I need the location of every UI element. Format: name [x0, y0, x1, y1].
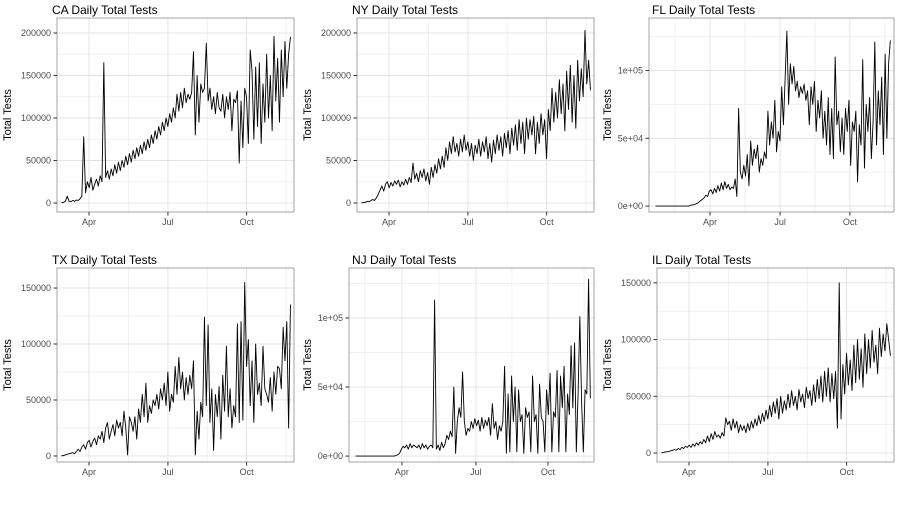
chart-ca-daily-total-tests: 0 50000 100000 150000 200000 Apr Jul Oct CA Dail…	[2, 3, 295, 227]
panel-border	[648, 17, 895, 213]
chart-cell-ny: 0 50000 100000 150000 200000 Apr Jul Oct NY Dail…	[300, 0, 600, 250]
panel-background	[357, 18, 594, 212]
y-tick-label: 5e+04	[618, 133, 643, 143]
series-line	[61, 35, 291, 204]
y-tick-label: 0	[46, 198, 51, 208]
chart-title: IL Daily Total Tests	[652, 253, 751, 267]
chart-cell-ca: 0 50000 100000 150000 200000 Apr Jul Oct CA Dail…	[0, 0, 300, 250]
series-line	[661, 282, 891, 454]
y-axis-label: Total Tests	[602, 89, 614, 141]
x-tick-label: Jul	[162, 217, 174, 227]
chart-cell-nj: 0e+00 5e+04 1e+05 Apr Jul Oct NJ Daily Total T…	[300, 250, 600, 500]
y-tick-label: 150000	[21, 70, 51, 80]
x-tick-label: Jul	[774, 217, 786, 227]
x-tick-label: Apr	[382, 217, 396, 227]
x-tick-label: Apr	[82, 467, 96, 477]
chart-nj-daily-total-tests: 0e+00 5e+04 1e+05 Apr Jul Oct NJ Daily Total T…	[302, 253, 595, 477]
x-tick-label: Oct	[541, 467, 556, 477]
chart-title: NY Daily Total Tests	[352, 3, 458, 17]
y-tick-label: 0	[346, 198, 351, 208]
panel-border	[56, 17, 295, 213]
x-tick-label: Oct	[240, 467, 255, 477]
x-tick-label: Apr	[395, 467, 409, 477]
chart-title: NJ Daily Total Tests	[352, 253, 456, 267]
series-line	[61, 281, 291, 457]
y-axis-label: Total Tests	[602, 339, 614, 391]
x-tick-label: Jul	[762, 467, 774, 477]
y-axis-label: Total Tests	[2, 89, 14, 141]
x-tick-label: Oct	[240, 217, 255, 227]
y-tick-label: 50000	[26, 155, 51, 165]
chart-title: CA Daily Total Tests	[52, 3, 158, 17]
chart-fl-daily-total-tests: 0e+00 5e+04 1e+05 Apr Jul Oct FL Daily Total T…	[602, 3, 895, 227]
x-tick-label: Oct	[843, 217, 858, 227]
y-tick-label: 5e+04	[318, 382, 343, 392]
chart-cell-il: 0 50000 100000 150000 Apr Jul Oct IL Daily Tota…	[600, 250, 900, 500]
panel-border	[348, 267, 595, 463]
x-tick-label: Apr	[703, 217, 717, 227]
series-line	[355, 278, 591, 457]
y-axis-label: Total Tests	[302, 339, 314, 391]
y-tick-label: 50000	[326, 155, 351, 165]
panel-border	[356, 17, 595, 213]
y-axis-label: Total Tests	[2, 339, 14, 391]
y-tick-label: 200000	[321, 28, 351, 38]
y-tick-label: 100000	[321, 113, 351, 123]
panel-background	[57, 268, 294, 462]
y-tick-label: 50000	[26, 395, 51, 405]
y-tick-label: 100000	[21, 113, 51, 123]
x-tick-label: Jul	[462, 217, 474, 227]
y-tick-label: 0e+00	[318, 451, 343, 461]
chart-cell-tx: 0 50000 100000 150000 Apr Jul Oct TX Daily Tota…	[0, 250, 300, 500]
chart-il-daily-total-tests: 0 50000 100000 150000 Apr Jul Oct IL Daily Tota…	[602, 253, 895, 477]
chart-tx-daily-total-tests: 0 50000 100000 150000 Apr Jul Oct TX Daily Tota…	[2, 253, 295, 477]
y-tick-label: 1e+05	[318, 313, 343, 323]
y-tick-label: 0	[646, 448, 651, 458]
y-tick-label: 100000	[21, 339, 51, 349]
chart-ny-daily-total-tests: 0 50000 100000 150000 200000 Apr Jul Oct NY Dail…	[302, 3, 595, 227]
y-tick-label: 1e+05	[618, 65, 643, 75]
y-tick-label: 150000	[21, 283, 51, 293]
chart-cell-fl: 0e+00 5e+04 1e+05 Apr Jul Oct FL Daily Total T…	[600, 0, 900, 250]
y-tick-label: 200000	[21, 28, 51, 38]
y-tick-label: 150000	[621, 278, 651, 288]
y-tick-label: 50000	[626, 391, 651, 401]
y-tick-label: 0e+00	[618, 201, 643, 211]
x-tick-label: Apr	[82, 217, 96, 227]
panel-border	[56, 267, 295, 463]
chart-title: FL Daily Total Tests	[652, 3, 755, 17]
y-tick-label: 0	[46, 451, 51, 461]
chart-title: TX Daily Total Tests	[52, 253, 157, 267]
series-line	[655, 30, 891, 207]
x-tick-label: Apr	[682, 467, 696, 477]
x-tick-label: Jul	[162, 467, 174, 477]
panel-background	[649, 18, 894, 212]
x-tick-label: Oct	[840, 467, 855, 477]
y-tick-label: 150000	[321, 70, 351, 80]
panel-border	[656, 267, 895, 463]
x-tick-label: Oct	[540, 217, 555, 227]
y-axis-label: Total Tests	[302, 89, 314, 141]
panel-background	[349, 268, 594, 462]
x-tick-label: Jul	[470, 467, 482, 477]
series-line	[361, 29, 591, 204]
y-tick-label: 100000	[621, 335, 651, 345]
